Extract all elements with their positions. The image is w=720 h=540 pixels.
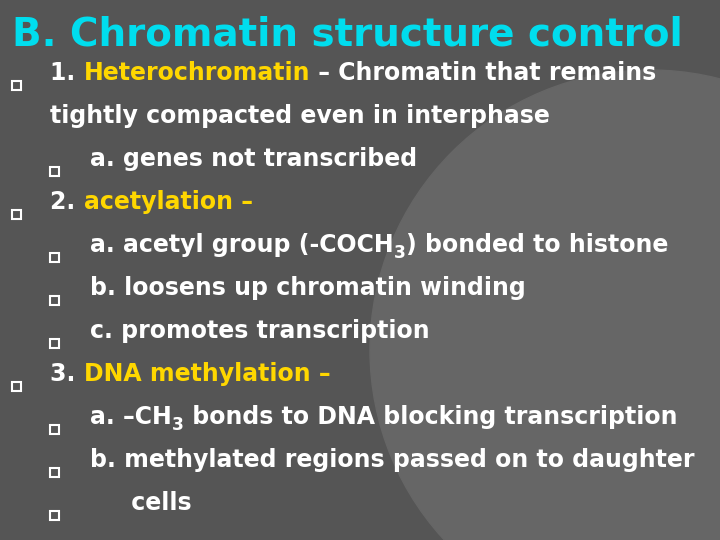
Text: ) bonded to histone: ) bonded to histone [405,233,668,257]
Text: a. –CH: a. –CH [90,405,172,429]
Ellipse shape [370,70,720,540]
Bar [50,295,59,305]
Text: a. genes not transcribed: a. genes not transcribed [90,147,417,171]
Text: 3.: 3. [50,362,84,386]
Bar [50,511,59,519]
Bar [50,167,59,176]
Bar [12,382,21,390]
Text: tightly compacted even in interphase: tightly compacted even in interphase [50,104,550,128]
Text: DNA methylation –: DNA methylation – [84,362,330,386]
Text: – Chromatin that remains: – Chromatin that remains [310,61,656,85]
Bar [12,210,21,219]
Text: bonds to DNA blocking transcription: bonds to DNA blocking transcription [184,405,677,429]
Bar [50,468,59,477]
Text: Heterochromatin: Heterochromatin [84,61,310,85]
Text: 3: 3 [394,244,405,262]
Bar [50,339,59,348]
Text: 3: 3 [172,416,184,434]
Text: c. promotes transcription: c. promotes transcription [90,319,430,343]
Text: 2.: 2. [50,190,84,214]
Text: B. Chromatin structure control: B. Chromatin structure control [12,15,683,53]
Bar [50,424,59,434]
Bar [50,253,59,261]
Text: cells: cells [90,491,192,515]
Text: 1.: 1. [50,61,84,85]
Text: acetylation –: acetylation – [84,190,253,214]
Text: b. methylated regions passed on to daughter: b. methylated regions passed on to daugh… [90,448,695,472]
Bar [12,80,21,90]
Text: a. acetyl group (-COCH: a. acetyl group (-COCH [90,233,394,257]
Text: b. loosens up chromatin winding: b. loosens up chromatin winding [90,276,526,300]
